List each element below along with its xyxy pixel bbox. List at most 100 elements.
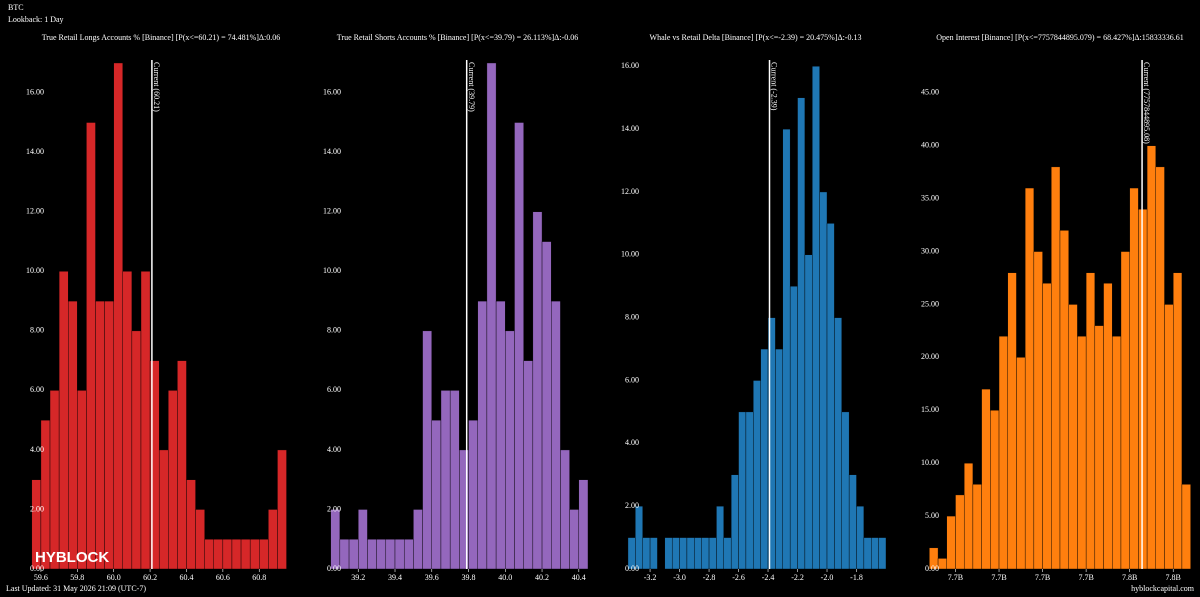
y-tick-label: 14.00	[621, 124, 639, 133]
bar	[990, 410, 1000, 570]
x-tick-label: 40.2	[535, 573, 549, 582]
chart-title: Whale vs Retail Delta [Binance] [P(x<=-2…	[650, 33, 862, 42]
bar	[186, 479, 196, 570]
bar	[797, 97, 806, 570]
bar	[204, 539, 214, 570]
x-tick-label: -1.8	[850, 573, 863, 582]
bar	[86, 122, 96, 570]
bar	[1173, 272, 1183, 570]
bar	[871, 537, 879, 570]
bar	[963, 462, 974, 570]
bar	[222, 539, 233, 570]
x-tick-label: 60.0	[107, 573, 121, 582]
x-tick-label: 7.7B	[991, 573, 1006, 582]
x-tick-label: 7.8B	[1122, 573, 1137, 582]
bar	[1129, 187, 1139, 570]
bar	[468, 419, 478, 570]
bar	[686, 537, 695, 570]
bar	[1077, 335, 1087, 570]
x-tick-label: -2.6	[732, 573, 745, 582]
bar	[955, 494, 965, 570]
y-tick-label: 45.00	[921, 88, 939, 97]
bar	[58, 271, 69, 570]
y-tick-label: 20.00	[921, 352, 939, 361]
bar	[753, 380, 761, 570]
bar	[1094, 325, 1104, 570]
y-tick-label: 8.00	[625, 312, 639, 321]
y-tick-label: 0.00	[327, 564, 341, 573]
x-tick-label: -2.8	[703, 573, 716, 582]
current-label: Current (-2.39)	[770, 62, 779, 111]
bar	[1103, 283, 1113, 570]
bar	[819, 191, 828, 570]
bar	[431, 419, 442, 570]
x-tick-label: 40.4	[572, 573, 586, 582]
bar	[348, 539, 359, 570]
y-tick-label: 8.00	[30, 326, 44, 335]
bar	[878, 537, 887, 570]
y-tick-label: 15.00	[921, 405, 939, 414]
y-tick-label: 12.00	[26, 207, 44, 216]
bar	[532, 211, 543, 570]
bar	[177, 360, 187, 570]
bar	[358, 509, 368, 570]
bar	[569, 509, 580, 570]
bar	[782, 128, 791, 570]
bar	[49, 390, 60, 570]
y-tick-label: 0.00	[625, 564, 639, 573]
bar	[760, 348, 769, 570]
x-tick-label: 40.0	[498, 573, 512, 582]
bar	[259, 539, 269, 570]
y-tick-label: 0.00	[30, 564, 44, 573]
current-label: Current (7757844895.08)	[1142, 62, 1151, 144]
bar	[642, 537, 651, 570]
bar	[694, 537, 702, 570]
x-tick-label: -2.0	[821, 573, 834, 582]
bar	[523, 360, 534, 570]
bar	[848, 474, 857, 570]
y-tick-label: 40.00	[921, 141, 939, 150]
bar	[385, 539, 396, 570]
bar	[635, 505, 643, 570]
y-tick-label: 8.00	[327, 326, 341, 335]
y-tick-label: 2.00	[625, 501, 639, 510]
bar	[804, 254, 813, 570]
y-tick-label: 10.00	[621, 250, 639, 259]
bar	[541, 241, 552, 570]
bar	[95, 300, 105, 570]
chart-title: True Retail Shorts Accounts % [Binance] …	[337, 33, 578, 42]
y-tick-label: 2.00	[30, 504, 44, 513]
bar	[40, 419, 51, 570]
bar	[68, 300, 78, 570]
bar	[1007, 272, 1017, 570]
bar	[775, 348, 783, 570]
bar	[972, 484, 982, 570]
current-label: Current (60.21)	[152, 62, 161, 112]
bar	[701, 537, 710, 570]
symbol: BTC	[8, 3, 24, 12]
x-tick-label: 7.7B	[948, 573, 963, 582]
bar	[140, 271, 151, 570]
bar	[826, 223, 835, 570]
y-tick-label: 2.00	[327, 504, 341, 513]
y-tick-label: 5.00	[925, 511, 939, 520]
y-tick-label: 10.00	[26, 266, 44, 275]
bar	[168, 390, 178, 570]
x-tick-label: -3.2	[644, 573, 657, 582]
bar	[716, 505, 724, 570]
bar	[679, 537, 688, 570]
bar	[998, 335, 1008, 570]
bar	[413, 509, 423, 570]
y-tick-label: 10.00	[921, 458, 939, 467]
bar	[789, 286, 798, 570]
bar	[195, 509, 205, 570]
bar	[477, 300, 488, 570]
bar	[723, 537, 732, 570]
y-tick-label: 12.00	[621, 187, 639, 196]
lookback: Lookback: 1 Day	[8, 15, 64, 24]
bar	[937, 558, 947, 570]
bar	[104, 300, 114, 570]
bar	[277, 449, 287, 570]
bar	[863, 537, 872, 570]
y-tick-label: 30.00	[921, 246, 939, 255]
